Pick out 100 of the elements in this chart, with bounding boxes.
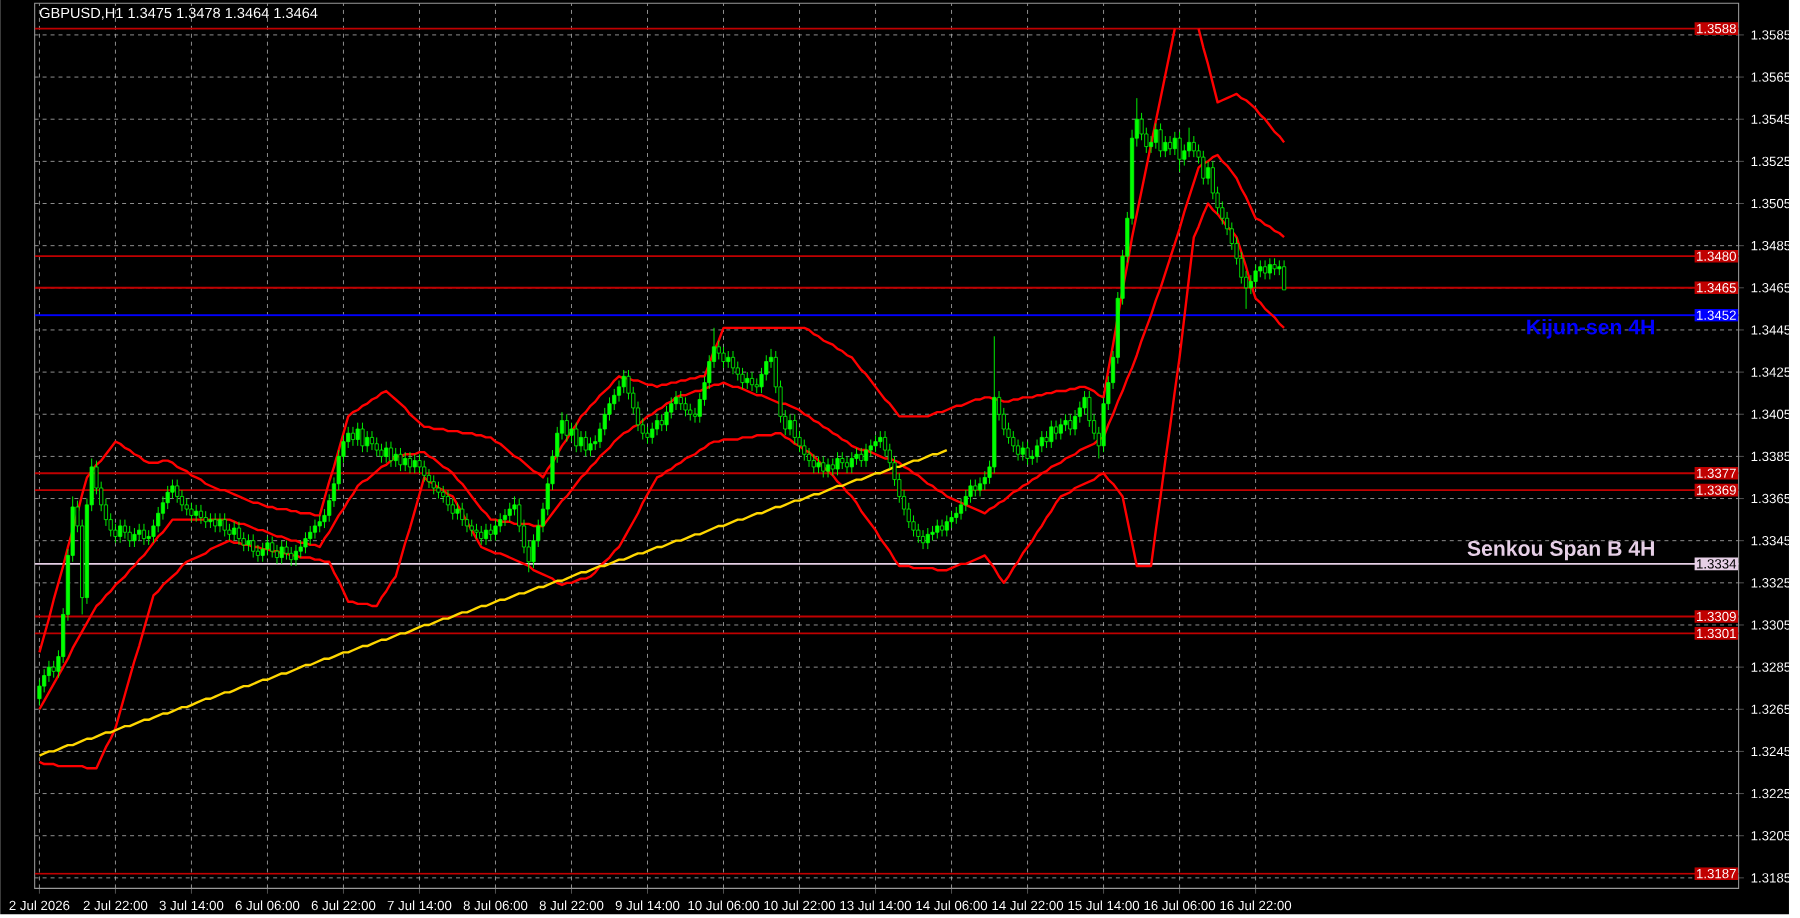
candlestick	[825, 457, 831, 478]
candlestick	[1068, 413, 1073, 436]
candlestick	[379, 442, 384, 463]
candlestick	[507, 501, 512, 522]
candlestick	[569, 421, 574, 442]
candlestick	[664, 404, 669, 432]
candlestick	[393, 447, 398, 467]
candlestick	[502, 508, 508, 526]
candlestick	[450, 497, 455, 520]
candlestick	[118, 518, 123, 543]
candlestick	[274, 543, 280, 564]
candlestick	[730, 350, 736, 375]
candlestick	[498, 512, 503, 533]
candlestick	[863, 442, 869, 467]
candlestick	[493, 518, 498, 541]
candlestick	[355, 421, 360, 446]
candlestick	[835, 451, 840, 476]
candlestick	[1267, 257, 1272, 280]
candlestick	[251, 533, 256, 558]
candlestick	[583, 430, 588, 457]
candlestick	[787, 413, 793, 436]
candlestick	[1025, 440, 1030, 465]
candlestick	[1168, 135, 1173, 156]
candlestick	[365, 430, 370, 453]
candlestick	[1034, 438, 1040, 463]
candlestick	[683, 396, 688, 417]
candlestick	[935, 518, 940, 539]
candlestick	[1263, 259, 1268, 280]
candlestick	[374, 436, 379, 457]
candlestick	[1020, 440, 1025, 461]
candlestick	[127, 524, 132, 548]
candlestick	[916, 522, 921, 543]
candlestick	[939, 518, 945, 537]
candlestick	[821, 455, 826, 478]
candlestick	[721, 345, 726, 368]
candlestick	[1191, 135, 1196, 158]
candlestick	[213, 512, 218, 533]
candlestick	[740, 366, 745, 389]
candlestick	[920, 529, 926, 550]
candlestick	[122, 518, 127, 539]
candlestick	[977, 476, 983, 497]
candlestick	[1058, 417, 1063, 440]
candlestick	[806, 447, 812, 467]
candlestick	[968, 478, 973, 503]
candlestick	[564, 413, 569, 442]
candlestick	[1282, 259, 1287, 290]
candlestick	[749, 371, 755, 392]
candlestick	[417, 453, 422, 474]
candlestick	[303, 531, 308, 554]
candlestick	[844, 455, 850, 474]
candlestick	[859, 447, 864, 467]
candlestick	[673, 390, 679, 411]
candlestick	[1253, 263, 1258, 288]
candlestick	[198, 503, 204, 524]
candlestick	[360, 421, 365, 453]
candlestick	[189, 501, 194, 522]
candlestick	[132, 527, 137, 548]
candlestick	[588, 436, 593, 457]
candlestick	[1082, 390, 1087, 415]
candlestick	[1015, 438, 1021, 461]
candlestick	[407, 451, 413, 474]
candlestick	[422, 459, 427, 482]
candlestick	[431, 474, 436, 495]
candlestick	[792, 413, 797, 444]
candlestick	[1163, 135, 1168, 158]
candlestick	[944, 514, 949, 537]
candlestick	[811, 453, 816, 474]
candlestick	[678, 390, 683, 411]
candlestick	[388, 440, 394, 467]
candlestick	[574, 421, 579, 453]
candlestick	[279, 539, 284, 564]
candlestick	[175, 478, 180, 503]
candlestick	[483, 522, 489, 545]
candlestick	[236, 520, 242, 545]
text: Kijun-sen 4H	[1527, 318, 1654, 339]
candlestick	[654, 413, 660, 436]
candlestick	[232, 520, 237, 541]
candlestick	[925, 527, 930, 550]
candlestick	[260, 541, 265, 562]
candlestick	[426, 468, 432, 488]
candlestick	[312, 518, 318, 539]
candlestick	[849, 451, 854, 474]
candlestick	[217, 512, 223, 533]
candlestick	[270, 535, 275, 558]
candlestick	[479, 524, 484, 545]
candlestick	[1073, 409, 1078, 436]
candlestick	[403, 451, 408, 472]
candlestick	[1187, 126, 1192, 158]
candlestick	[384, 440, 389, 463]
candlestick	[141, 522, 146, 545]
text: Senkou Span B 4H	[1467, 539, 1654, 560]
candlestick	[1153, 122, 1158, 149]
candlestick	[350, 425, 356, 446]
candlestick	[284, 539, 289, 560]
candlestick	[1201, 149, 1206, 185]
candlestick	[1053, 419, 1059, 440]
candlestick	[958, 497, 964, 520]
candlestick	[412, 453, 417, 474]
candlestick	[621, 369, 626, 394]
candlestick	[1158, 122, 1163, 158]
